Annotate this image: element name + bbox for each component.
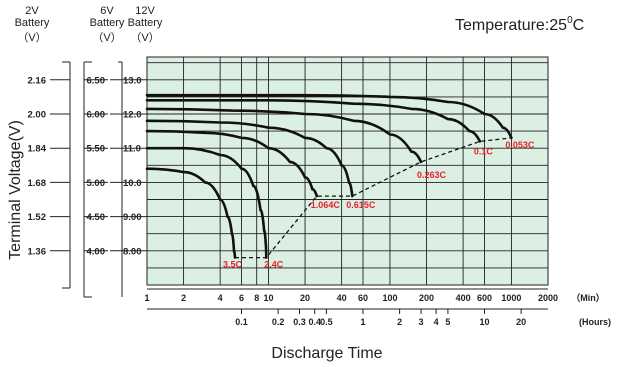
temperature-unit: C <box>573 17 585 34</box>
x-tick-label-min: 2 <box>181 293 186 303</box>
x-tick-label-min: 1000 <box>501 293 521 303</box>
grid-lines <box>146 57 549 286</box>
x-tick-label-min: 600 <box>477 293 492 303</box>
curve-label: 3.5C <box>223 260 243 270</box>
x-unit-hours: (Hours) <box>579 317 611 327</box>
x-tick-label-min: 40 <box>337 293 347 303</box>
y-tick-label-6v: 6.50 <box>87 75 106 86</box>
curve-labels: 3.5C 2.4C 1.064C 0.615C 0.263C 0.1C 0.053C <box>223 140 535 270</box>
header-12v-mid: Battery <box>128 17 163 29</box>
x-tick-label-min: 10 <box>263 293 273 303</box>
curve-0_053C <box>145 93 513 140</box>
y-tick-label-2v: 1.68 <box>28 178 47 189</box>
header-6v-top: 6V <box>100 5 114 17</box>
temperature-text: Temperature:25 <box>455 17 567 34</box>
x-tick-label-min: 2000 <box>538 293 558 303</box>
x-tick-label-hours: 0.1 <box>235 317 248 327</box>
curve-0_263C <box>145 107 423 164</box>
y-tick-label-6v: 5.50 <box>87 144 106 155</box>
header-2v-top: 2V <box>25 5 39 17</box>
y-tick-label-12v: 9.00 <box>123 212 142 223</box>
y-tick-label-12v: 12.0 <box>123 110 142 121</box>
endpoint-line <box>235 137 512 259</box>
header-12v-top: 12V <box>135 5 155 17</box>
x-tick-label-min: 8 <box>254 293 259 303</box>
y-tick-label-2v: 1.52 <box>28 212 47 223</box>
temperature-label: Temperature:250C <box>455 15 584 34</box>
y-tick-label-6v: 6.00 <box>87 110 106 121</box>
header-6v-unit: （V） <box>92 31 121 44</box>
header-6v-mid: Battery <box>90 17 125 29</box>
header-12v-unit: （V） <box>130 31 159 44</box>
x-tick-label-hours: 1 <box>360 317 365 327</box>
x-tick-label-hours: 4 <box>434 317 439 327</box>
y-tick-label-6v: 4.00 <box>87 246 106 257</box>
x-unit-min: （Min） <box>571 293 605 303</box>
curve-label: 0.1C <box>474 146 494 156</box>
y-tick-label-2v: 1.84 <box>28 144 47 155</box>
x-tick-label-min: 20 <box>300 293 310 303</box>
curve-3_5C <box>145 167 237 259</box>
curve-0_615C <box>145 119 354 198</box>
x-tick-label-hours: 3 <box>418 317 423 327</box>
y-axis-title: Terminal Voltage(V) <box>7 120 24 260</box>
x-tick-label-hours: 5 <box>445 317 450 327</box>
curve-1_064C <box>145 129 319 198</box>
discharge-curves <box>145 93 513 259</box>
x-tick-label-hours: 0.3 <box>293 317 306 327</box>
x-tick-label-min: 60 <box>358 293 368 303</box>
curve-label: 2.4C <box>264 260 284 270</box>
x-tick-label-min: 6 <box>239 293 244 303</box>
header-2v-mid: Battery <box>15 17 50 29</box>
y-tick-label-2v: 2.16 <box>28 75 47 86</box>
curve-0_1C <box>145 98 482 143</box>
y-tick-label-2v: 1.36 <box>28 246 47 257</box>
y-tick-label-2v: 2.00 <box>28 110 47 121</box>
x-axes: 1 2 4 6 8 10 20 40 60 100 200 400 600 1000 2000 （Min） 0.… <box>144 288 611 327</box>
x-tick-label-min: 1 <box>144 293 149 303</box>
x-tick-label-min: 400 <box>456 293 471 303</box>
y-axes: 2.16 2.00 1.84 1.68 1.52 1.36 6.50 6.00 5.50 5.00… <box>28 61 147 298</box>
x-tick-label-hours: 20 <box>516 317 526 327</box>
endpoint-dashed-line <box>235 137 512 259</box>
curve-label: 0.053C <box>505 140 535 150</box>
curve-label: 0.615C <box>346 200 376 210</box>
y-tick-label-12v: 11.0 <box>123 144 141 155</box>
curve-label: 0.263C <box>417 170 447 180</box>
y-tick-label-12v: 8.00 <box>123 246 142 257</box>
x-tick-label-min: 100 <box>382 293 397 303</box>
curve-label: 1.064C <box>311 200 341 210</box>
header-2v-unit: （V） <box>17 31 46 44</box>
y-tick-label-6v: 5.00 <box>87 178 106 189</box>
y-tick-label-12v: 10.0 <box>123 178 142 189</box>
x-axis-title: Discharge Time <box>271 345 382 362</box>
x-tick-label-min: 200 <box>419 293 434 303</box>
x-tick-label-hours: 0.4 <box>308 317 321 327</box>
y-tick-label-12v: 13.0 <box>123 75 142 86</box>
x-tick-label-hours: 2 <box>397 317 402 327</box>
x-tick-label-hours: 0.2 <box>272 317 285 327</box>
curve-2_4C <box>145 146 268 259</box>
temperature-sup: 0 <box>567 15 573 26</box>
x-tick-label-min: 4 <box>218 293 223 303</box>
y-tick-label-6v: 4.50 <box>87 212 106 223</box>
x-tick-label-hours: 10 <box>479 317 489 327</box>
x-tick-label-hours: 0.5 <box>320 317 333 327</box>
